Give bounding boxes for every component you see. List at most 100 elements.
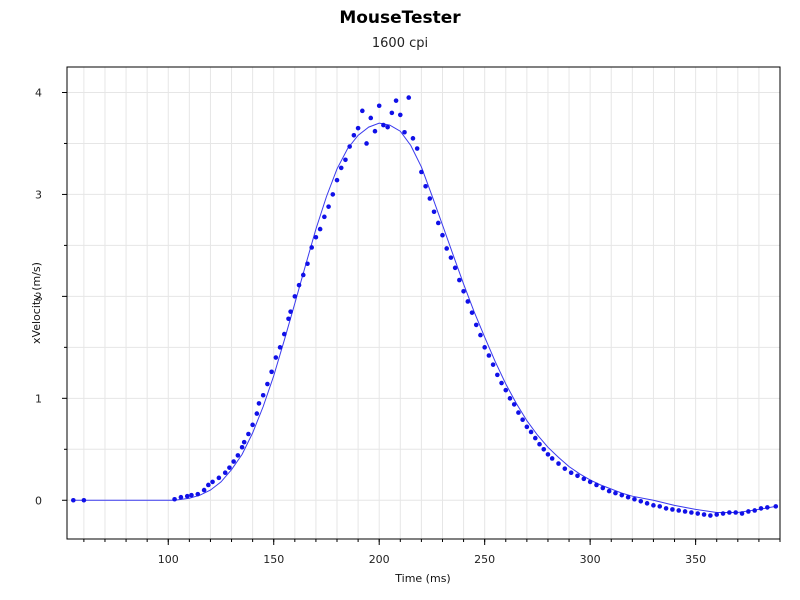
data-point (727, 510, 732, 515)
data-point (708, 513, 713, 518)
data-point (326, 204, 331, 209)
data-point (227, 465, 232, 470)
y-tick-label: 4 (35, 86, 42, 99)
y-tick-label: 2 (35, 290, 42, 303)
y-axis-label: xVelocity (m/s) (30, 262, 43, 344)
data-point (720, 511, 726, 516)
data-point (414, 146, 420, 151)
data-point (545, 452, 551, 457)
data-point (360, 108, 365, 114)
data-point (541, 446, 547, 452)
data-point (222, 470, 228, 476)
data-point (338, 165, 344, 171)
data-point (587, 479, 593, 485)
data-point (419, 169, 424, 175)
data-point (435, 220, 441, 226)
data-point (406, 95, 412, 100)
data-point (210, 479, 215, 485)
y-tick-label: 0 (35, 494, 42, 507)
data-point (482, 345, 487, 350)
data-point (347, 144, 352, 149)
data-point (478, 332, 483, 338)
data-point (239, 444, 245, 450)
data-point (431, 209, 437, 215)
data-point (657, 504, 663, 509)
data-point (250, 422, 255, 428)
x-tick-label: 300 (580, 553, 601, 566)
data-point (651, 503, 656, 508)
data-point (427, 196, 433, 201)
data-point (465, 299, 471, 304)
data-point (216, 475, 222, 481)
data-point (638, 498, 644, 504)
data-point (281, 331, 287, 337)
grid (67, 67, 781, 539)
data-point (733, 510, 739, 515)
data-point (246, 431, 251, 437)
data-point (195, 491, 201, 497)
data-point (594, 482, 599, 488)
data-point (695, 511, 701, 516)
data-point (600, 485, 606, 491)
data-point (317, 226, 323, 232)
data-point (440, 232, 445, 238)
data-point (581, 476, 587, 482)
data-point (524, 424, 530, 430)
data-point (402, 129, 407, 135)
data-point (562, 466, 568, 471)
data-point (81, 497, 87, 503)
data-point (752, 508, 757, 513)
data-point (305, 261, 310, 267)
data-point (670, 507, 675, 512)
data-point (376, 103, 382, 109)
data-point (619, 492, 625, 498)
data-point (241, 439, 247, 445)
y-tick-label: 3 (35, 188, 42, 201)
data-point (606, 488, 612, 494)
data-point (507, 396, 513, 401)
data-point (381, 122, 386, 128)
data-point (533, 435, 538, 441)
data-point (343, 157, 348, 163)
data-point (448, 255, 454, 260)
data-point (235, 453, 241, 458)
data-point (397, 112, 403, 118)
data-point (322, 214, 327, 220)
x-tick-label: 200 (369, 553, 390, 566)
data-point (613, 490, 618, 496)
data-point (286, 316, 291, 322)
data-point (644, 501, 650, 506)
data-point (676, 508, 682, 513)
data-point (254, 411, 260, 416)
data-point (296, 282, 302, 288)
data-point (372, 128, 378, 134)
data-point (528, 429, 534, 435)
data-point (288, 309, 293, 314)
data-point (368, 115, 374, 121)
data-point (364, 141, 369, 146)
data-point (313, 234, 319, 240)
data-point (269, 369, 274, 375)
data-point (556, 461, 561, 466)
data-point (537, 441, 542, 447)
data-point (495, 372, 500, 378)
data-point (393, 98, 399, 103)
chart-subtitle: 1600 cpi (371, 36, 429, 51)
data-point (410, 136, 416, 141)
x-tick-label: 350 (685, 553, 706, 566)
data-point (265, 381, 270, 387)
data-point (189, 492, 194, 498)
fit-line (73, 122, 776, 513)
data-point (503, 387, 509, 393)
data-point (682, 509, 688, 514)
data-point (444, 246, 450, 251)
data-point (701, 512, 707, 517)
data-point (452, 265, 458, 271)
x-tick-label: 100 (158, 553, 179, 566)
axis-ticks: 100 150 200 250 300 350 0 1 2 3 4 (35, 86, 781, 566)
data-point (511, 402, 517, 407)
data-point (739, 511, 745, 516)
data-point (184, 493, 190, 499)
data-point (351, 133, 357, 138)
